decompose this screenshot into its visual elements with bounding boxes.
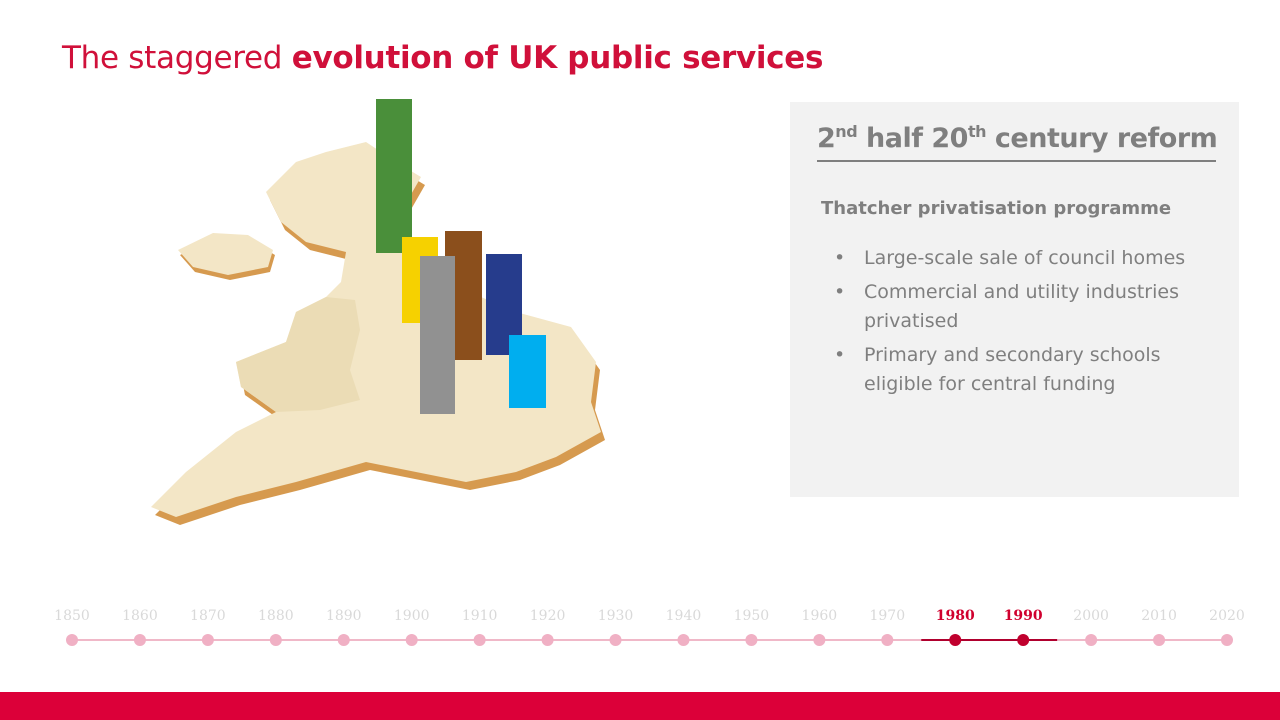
timeline-year: 1930	[598, 608, 634, 624]
timeline-year: 1970	[869, 608, 905, 624]
bullet-line: Large-scale sale of council homes	[864, 247, 1186, 269]
heading-sup: th	[967, 122, 987, 141]
panel-heading: 2nd half 20th century reform	[817, 122, 1218, 162]
bar	[376, 99, 412, 253]
timeline-dot	[745, 634, 758, 646]
timeline-dot	[1153, 634, 1166, 646]
timeline-year: 2010	[1141, 608, 1177, 624]
bar	[509, 335, 546, 408]
bullet-item: Commercial and utility industries privati…	[834, 278, 1185, 336]
timeline-year: 2020	[1209, 608, 1245, 624]
bullet-item: Primary and secondary schools eligible fo…	[834, 341, 1185, 399]
bullet-list: Large-scale sale of council homes Commerc…	[834, 244, 1185, 404]
timeline-dot	[473, 634, 486, 646]
title-plain: The staggered	[62, 40, 292, 76]
panel-subheading: Thatcher privatisation programme	[821, 198, 1172, 219]
timeline-dot	[405, 634, 418, 646]
timeline-year: 1980	[936, 608, 975, 624]
timeline-dot	[1017, 634, 1030, 646]
title-bold: evolution of UK public services	[291, 40, 824, 76]
heading-part: century reform	[986, 123, 1218, 154]
timeline-year: 1850	[54, 608, 90, 624]
timeline-dot	[201, 634, 214, 646]
timeline-year: 1890	[326, 608, 362, 624]
footer-bar	[0, 692, 1280, 720]
bullet-line: privatised	[864, 310, 959, 332]
timeline-year: 1880	[258, 608, 294, 624]
timeline-year: 1990	[1004, 608, 1043, 624]
timeline-dot	[133, 634, 146, 646]
timeline-dot	[541, 634, 554, 646]
timeline-dot	[269, 634, 282, 646]
timeline-year: 1960	[802, 608, 838, 624]
timeline-year: 2000	[1073, 608, 1109, 624]
bullet-line: eligible for central funding	[864, 373, 1116, 395]
timeline-dot	[337, 634, 350, 646]
heading-part: 2	[817, 123, 836, 154]
timeline-year: 1900	[394, 608, 430, 624]
uk-map	[151, 142, 605, 525]
timeline-year: 1950	[734, 608, 770, 624]
timeline-dot	[881, 634, 894, 646]
heading-part: half 20	[857, 123, 968, 154]
timeline-dot	[813, 634, 826, 646]
timeline-dot	[1221, 634, 1233, 646]
timeline-dot	[1085, 634, 1098, 646]
timeline-year: 1920	[530, 608, 566, 624]
timeline-year: 1910	[462, 608, 498, 624]
bullet-line: Commercial and utility industries	[864, 281, 1179, 303]
slide-title: The staggered evolution of UK public ser…	[62, 40, 823, 76]
bar	[420, 256, 455, 414]
bullet-item: Large-scale sale of council homes	[834, 244, 1185, 273]
timeline-year: 1940	[666, 608, 702, 624]
service-bars	[376, 99, 546, 414]
timeline-dot	[609, 634, 622, 646]
timeline-year: 1860	[122, 608, 158, 624]
timeline-dot	[677, 634, 690, 646]
info-panel: 2nd half 20th century reform Thatcher pr…	[790, 102, 1239, 497]
bullet-line: Primary and secondary schools	[864, 344, 1161, 366]
timeline-dot	[949, 634, 962, 646]
timeline-year: 1870	[190, 608, 226, 624]
timeline-dot	[66, 634, 78, 646]
heading-sup: nd	[835, 122, 858, 141]
timeline: 1850 1860 1870 1880 1890 1900 1910 1920 1930 1940…	[54, 608, 1245, 646]
